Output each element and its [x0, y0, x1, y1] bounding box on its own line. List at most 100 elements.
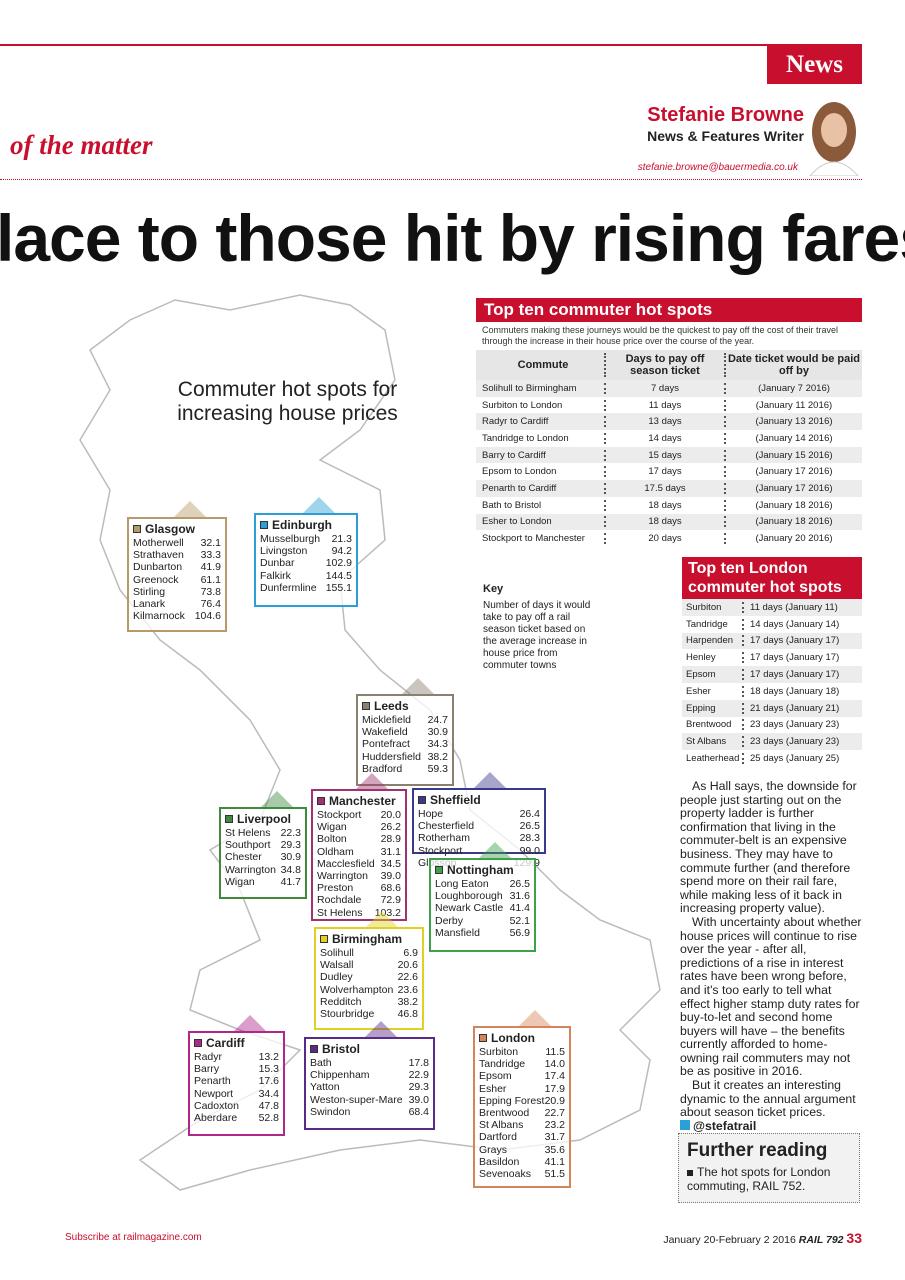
- town-row: Surbiton 11.5: [479, 1046, 565, 1058]
- town-row: Walsall 20.6: [320, 959, 418, 971]
- town-name: Chester: [225, 851, 262, 864]
- town-days: 41.7: [280, 875, 301, 888]
- region-marker: [194, 1039, 202, 1047]
- town-name: Wigan: [317, 821, 347, 834]
- town-row: Bath 17.8: [310, 1057, 429, 1069]
- table-row: Brentwood 23 days (January 23): [682, 717, 862, 734]
- header-cell: Days to pay off season ticket: [604, 353, 726, 377]
- header-cell: Commute: [517, 359, 569, 371]
- town-row: Epping Forest 20.9: [479, 1095, 565, 1107]
- region-title: Edinburgh: [260, 518, 352, 533]
- town-days: 51.5: [544, 1168, 565, 1181]
- table-row: Stockport to Manchester 20 days (January 2…: [476, 530, 862, 547]
- article: As Hall says, the downside for people ju…: [680, 779, 862, 1134]
- region-pointer: [300, 497, 337, 515]
- town-row: Esher 17.9: [479, 1083, 565, 1095]
- town-days: 20.0: [380, 809, 401, 821]
- town-row: Aberdare 52.8: [194, 1112, 279, 1124]
- town-days: 52.1: [509, 914, 530, 927]
- region-pointer: [363, 911, 400, 929]
- further-reading: Further reading The hot spots for London…: [678, 1133, 860, 1203]
- town-row: Dartford 31.7: [479, 1131, 565, 1143]
- table-cell: 14 days: [604, 432, 726, 444]
- town-name: Weston-super-Mare: [310, 1093, 403, 1106]
- town-row: Brentwood 22.7: [479, 1107, 565, 1119]
- town-row: Grays 35.6: [479, 1144, 565, 1156]
- town-name: Dartford: [479, 1131, 517, 1144]
- town-row: Mansfield 56.9: [435, 927, 530, 939]
- town-days: 102.9: [325, 557, 352, 570]
- town-row: Wigan 41.7: [225, 876, 301, 888]
- footer-issue: RAIL 792: [798, 1234, 844, 1246]
- town-days: 34.5: [380, 857, 401, 870]
- town-days: 17.8: [408, 1057, 429, 1069]
- town-days: 38.2: [427, 750, 448, 763]
- region-title: Leeds: [362, 699, 448, 714]
- town-row: Strathaven 33.3: [133, 549, 221, 561]
- town-row: Epsom 17.4: [479, 1070, 565, 1082]
- town-name: Sevenoaks: [479, 1168, 531, 1181]
- town-name: Epping Forest: [479, 1094, 545, 1107]
- twitter: @stefatrail: [680, 1119, 862, 1134]
- table-cell: (January 14 2016): [755, 432, 833, 444]
- town-row: Kilmarnock 104.6: [133, 610, 221, 622]
- region-pointer: [362, 1021, 399, 1039]
- region-pointer: [400, 678, 437, 696]
- town-name: Esher: [479, 1082, 507, 1095]
- town-name: Cadoxton: [194, 1099, 239, 1112]
- town-days: 30.9: [427, 726, 448, 739]
- town-days: 99.0: [519, 844, 540, 857]
- town-days: 39.0: [408, 1093, 429, 1106]
- town-name: Huddersfield: [362, 750, 421, 763]
- table-title: Top ten commuter hot spots: [476, 298, 862, 322]
- town-days: 104.6: [194, 610, 221, 623]
- town-days: 33.3: [200, 549, 221, 562]
- header-cell: Date ticket would be paid off by: [727, 353, 861, 377]
- town-row: Dunbar 102.9: [260, 557, 352, 569]
- region-pointer: [354, 773, 391, 791]
- town-name: Solihull: [320, 947, 354, 959]
- town-days: 144.5: [325, 569, 352, 582]
- town-row: Bradford 59.3: [362, 763, 448, 775]
- town-days: 31.6: [509, 890, 530, 903]
- table-cell: 18 days: [604, 499, 726, 511]
- town-name: Barry: [194, 1063, 220, 1076]
- town-days: 6.9: [403, 947, 418, 959]
- town-name: Bradford: [362, 762, 403, 775]
- table-body: Solihull to Birmingham 7 days (January 7 2…: [476, 380, 862, 547]
- region-title: Manchester: [317, 794, 401, 809]
- town-row: Loughborough 31.6: [435, 890, 530, 902]
- town-days: 30.9: [280, 851, 301, 864]
- town-row: Barry 15.3: [194, 1063, 279, 1075]
- town-row: Sevenoaks 51.5: [479, 1168, 565, 1180]
- london-table: Top ten London commuter hot spots Surbit…: [682, 557, 862, 767]
- table-cell: (January 7 2016): [758, 382, 830, 394]
- region-marker: [310, 1045, 318, 1053]
- region-marker: [418, 796, 426, 804]
- table-body: Surbiton 11 days (January 11) Tandridge 14 …: [682, 599, 862, 767]
- town-name: Dunbarton: [133, 561, 183, 574]
- table-row: St Albans 23 days (January 23): [682, 733, 862, 751]
- town-days: 11.5: [545, 1046, 565, 1058]
- region-title: Sheffield: [418, 793, 540, 808]
- town-days: 155.1: [325, 581, 352, 594]
- table-cell: Bath to Bristol: [482, 499, 542, 511]
- table-cell: Surbiton: [682, 601, 744, 613]
- region-title: Liverpool: [225, 812, 301, 827]
- town-row: Lanark 76.4: [133, 598, 221, 610]
- table-cell: (January 17 2016): [755, 482, 833, 494]
- region-pointer: [172, 501, 208, 519]
- town-days: 59.3: [427, 762, 448, 775]
- town-name: Lanark: [133, 598, 166, 611]
- section-label: News: [767, 46, 862, 84]
- town-days: 28.9: [380, 833, 401, 846]
- town-row: Southport 29.3: [225, 839, 301, 851]
- region-name: Cardiff: [206, 1036, 245, 1050]
- town-name: Hope: [418, 808, 444, 820]
- table-cell: 18 days (January 18): [750, 685, 840, 697]
- town-name: Aberdare: [194, 1112, 238, 1125]
- table-cell: Stockport to Manchester: [482, 533, 585, 545]
- table-row: Tandridge to London 14 days (January 14 20…: [476, 430, 862, 447]
- town-name: Grays: [479, 1143, 508, 1156]
